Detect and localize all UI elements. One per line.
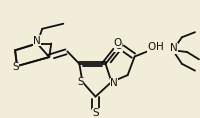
Text: S: S bbox=[92, 108, 99, 118]
Text: N: N bbox=[169, 43, 177, 53]
Text: N: N bbox=[33, 36, 41, 46]
Text: S: S bbox=[12, 62, 19, 72]
Text: S: S bbox=[77, 77, 83, 87]
Text: O: O bbox=[147, 42, 155, 53]
Text: H: H bbox=[156, 42, 163, 53]
Text: N: N bbox=[110, 78, 117, 88]
Text: O: O bbox=[113, 38, 121, 48]
Text: O: O bbox=[114, 41, 122, 51]
